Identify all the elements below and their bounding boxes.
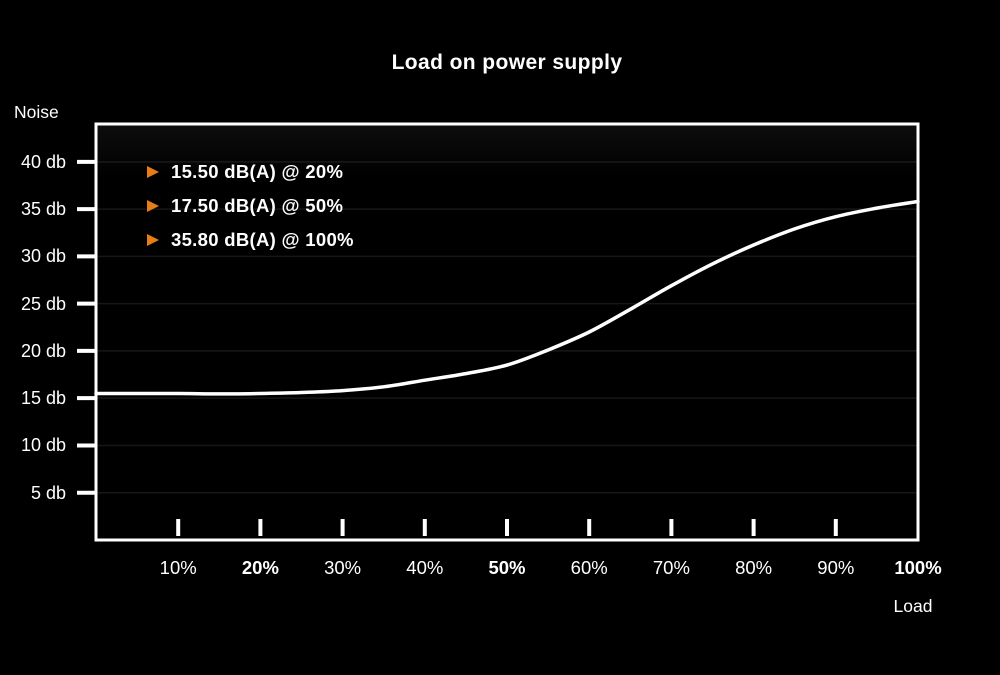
plot-border [94,122,920,542]
y-axis-title: Noise [14,102,59,122]
legend-item: 17.50 dB(A) @ 50% [147,189,354,223]
y-tick-label: 40 db [20,151,66,172]
x-tick-label: 60% [570,557,608,578]
legend-marker-triangle-icon [147,234,159,246]
legend-marker-triangle-icon [147,200,159,212]
legend-item-label: 17.50 dB(A) @ 50% [171,195,344,216]
noise-curve [94,199,920,396]
plot-top-sheen [96,124,918,179]
y-tick-label: 5 db [30,482,66,503]
legend-item-label: 35.80 dB(A) @ 100% [171,229,354,250]
y-tick-label: 20 db [20,340,66,361]
legend: 15.50 dB(A) @ 20% 17.50 dB(A) @ 50% 35.80 … [147,155,354,257]
y-tick-label: 15 db [20,388,66,409]
x-tick-label: 70% [652,557,690,578]
legend-marker-triangle-icon [147,166,159,178]
x-tick-label: 20% [241,557,279,578]
x-tick-label: 90% [817,557,855,578]
x-tick-label: 80% [735,557,773,578]
y-tick-label: 30 db [20,246,66,267]
y-tick-label: 25 db [20,293,66,314]
x-tick-label: 50% [488,557,526,578]
legend-item: 35.80 dB(A) @ 100% [147,223,354,257]
x-tick-label: 40% [406,557,444,578]
chart-title: Load on power supply [391,51,623,74]
legend-item-label: 15.50 dB(A) @ 20% [171,161,344,182]
x-tick-label: 100% [894,557,942,578]
y-tick-label: 10 db [20,435,66,456]
x-axis-title: Load [893,596,933,616]
x-tick-label: 30% [324,557,362,578]
y-tick-label: 35 db [20,199,66,220]
x-tick-label: 10% [159,557,197,578]
legend-item: 15.50 dB(A) @ 20% [147,155,354,189]
